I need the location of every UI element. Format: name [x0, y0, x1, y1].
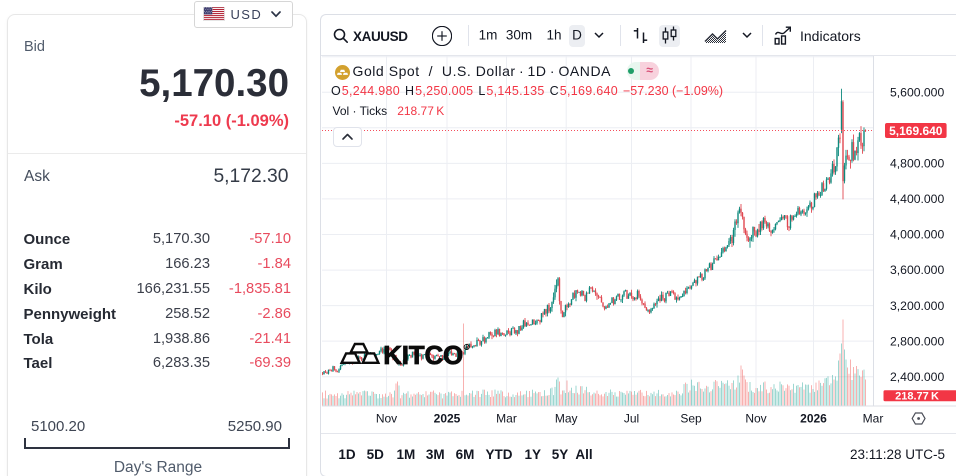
- svg-text:4,000.000: 4,000.000: [890, 228, 944, 242]
- svg-text:Sep: Sep: [680, 412, 702, 426]
- svg-text:Jul: Jul: [624, 412, 639, 426]
- svg-text:Nov: Nov: [376, 412, 397, 426]
- svg-text:2026: 2026: [800, 412, 827, 426]
- svg-text:Mar: Mar: [496, 412, 517, 426]
- svg-text:KITCO: KITCO: [383, 340, 463, 370]
- svg-text:2,400.000: 2,400.000: [890, 370, 944, 384]
- svg-text:Mar: Mar: [863, 412, 884, 426]
- svg-text:218.77 K: 218.77 K: [895, 391, 939, 403]
- svg-text:5,169.640: 5,169.640: [889, 124, 943, 138]
- svg-text:3,600.000: 3,600.000: [890, 263, 944, 277]
- svg-text:2,800.000: 2,800.000: [890, 334, 944, 348]
- svg-text:4,800.000: 4,800.000: [890, 157, 944, 171]
- svg-text:3,200.000: 3,200.000: [890, 299, 944, 313]
- svg-text:R: R: [465, 345, 468, 350]
- svg-text:5,600.000: 5,600.000: [890, 86, 944, 100]
- svg-text:2025: 2025: [434, 412, 461, 426]
- svg-text:May: May: [555, 412, 578, 426]
- svg-text:Nov: Nov: [745, 412, 766, 426]
- svg-text:4,400.000: 4,400.000: [890, 192, 944, 206]
